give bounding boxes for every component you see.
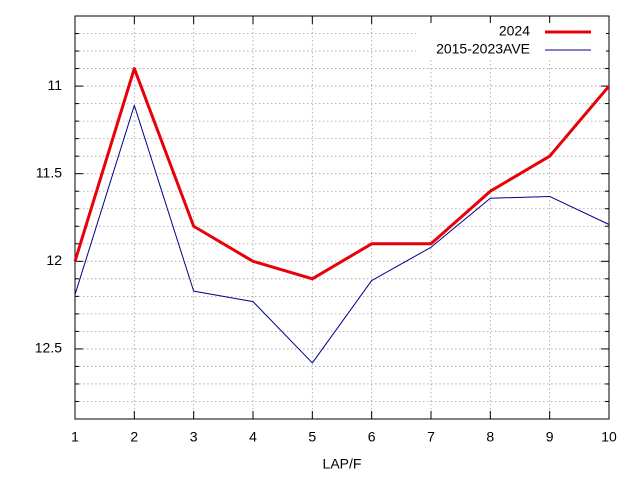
y-tick-label: 12.5 bbox=[35, 340, 62, 356]
x-tick-label: 6 bbox=[368, 429, 376, 445]
x-tick-label: 4 bbox=[249, 429, 257, 445]
x-axis-label: LAP/F bbox=[323, 456, 362, 472]
x-tick-label: 1 bbox=[71, 429, 79, 445]
x-tick-label: 10 bbox=[601, 429, 617, 445]
legend-label: 2024 bbox=[499, 23, 530, 39]
x-tick-label: 5 bbox=[308, 429, 316, 445]
x-tick-label: 7 bbox=[427, 429, 435, 445]
y-tick-label: 11 bbox=[47, 77, 62, 93]
legend-bg bbox=[416, 41, 606, 59]
series-line bbox=[74, 104, 610, 364]
x-tick-label: 8 bbox=[486, 429, 494, 445]
legend-bg bbox=[416, 23, 606, 41]
plot-frame bbox=[74, 15, 610, 420]
y-tick-label: 12 bbox=[46, 252, 62, 268]
x-tick-label: 9 bbox=[546, 429, 554, 445]
legend-label: 2015-2023AVE bbox=[436, 41, 530, 57]
y-tick-label: 11.5 bbox=[36, 164, 62, 180]
x-tick-label: 3 bbox=[190, 429, 198, 445]
x-tick-label: 2 bbox=[130, 429, 138, 445]
series-line bbox=[73, 67, 611, 281]
